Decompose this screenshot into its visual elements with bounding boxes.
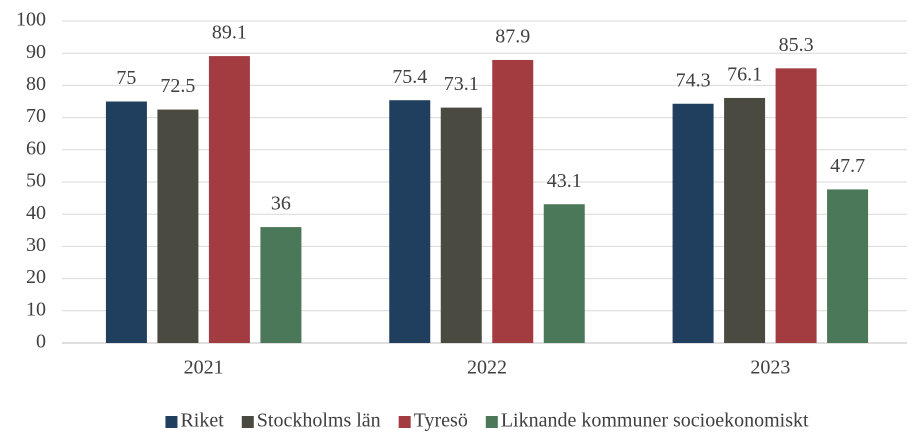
data-label: 36 — [271, 193, 291, 215]
data-label: 76.1 — [727, 64, 762, 86]
y-tick-label: 10 — [26, 298, 46, 320]
data-label: 89.1 — [212, 22, 247, 44]
x-tick-label: 2021 — [184, 357, 224, 379]
data-label: 72.5 — [160, 75, 195, 97]
legend-label: Tyresö — [414, 410, 468, 432]
legend-swatch — [165, 416, 178, 428]
legend-swatch — [485, 416, 498, 428]
bar — [827, 189, 869, 343]
data-label: 43.1 — [547, 170, 582, 192]
legend-label: Riket — [180, 410, 224, 432]
bar — [260, 227, 302, 343]
bar — [208, 56, 250, 344]
legend-swatch — [241, 416, 254, 428]
bar — [672, 103, 714, 343]
y-tick-label: 80 — [26, 73, 46, 95]
legend-label: Stockholms län — [257, 410, 381, 432]
x-tick-label: 2022 — [467, 357, 507, 379]
legend-label: Liknande kommuner socioekonomiskt — [501, 410, 809, 432]
y-tick-label: 0 — [36, 331, 46, 353]
y-tick-label: 50 — [26, 170, 46, 192]
data-label: 75 — [116, 67, 136, 89]
bar — [492, 59, 534, 343]
y-tick-label: 40 — [26, 202, 46, 224]
legend-swatch — [398, 416, 411, 428]
bar — [157, 109, 199, 343]
x-tick-label: 2023 — [750, 357, 790, 379]
data-label: 74.3 — [676, 69, 711, 91]
bar — [543, 204, 585, 343]
data-label: 85.3 — [779, 34, 814, 56]
y-tick-label: 100 — [16, 9, 46, 31]
bar — [389, 100, 431, 343]
y-tick-label: 60 — [26, 137, 46, 159]
data-label: 73.1 — [444, 73, 479, 95]
y-tick-label: 90 — [26, 41, 46, 63]
data-label: 87.9 — [495, 26, 530, 48]
y-tick-label: 70 — [26, 105, 46, 127]
y-tick-label: 20 — [26, 266, 46, 288]
data-label: 75.4 — [392, 66, 427, 88]
bar — [775, 68, 817, 344]
bar — [105, 101, 147, 343]
bar — [440, 107, 482, 343]
data-label: 47.7 — [830, 155, 865, 177]
y-tick-label: 30 — [26, 234, 46, 256]
bar — [724, 97, 766, 343]
